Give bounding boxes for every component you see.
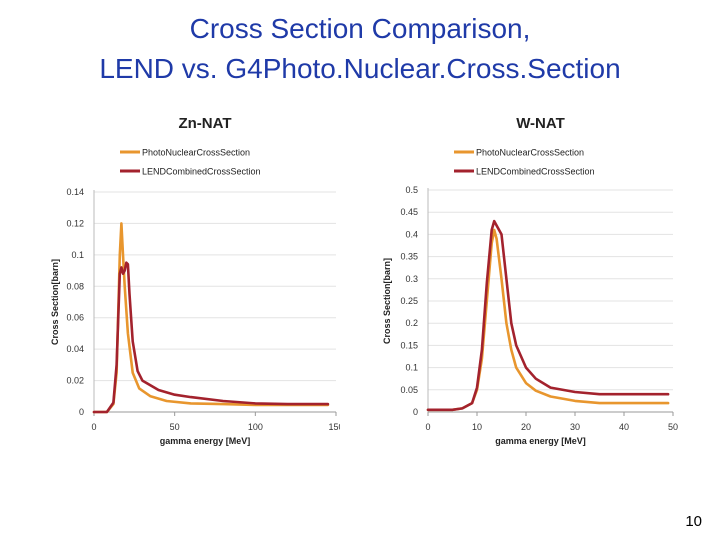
w-x-tick-label: 20 <box>521 422 531 432</box>
w-y-tick-label: 0.5 <box>405 185 418 195</box>
slide-title-line-2: LEND vs. G4Photo.Nuclear.Cross.Section <box>99 53 621 84</box>
w-y-tick-label: 0.35 <box>400 252 418 262</box>
w-legend-label-1: PhotoNuclearCrossSection <box>476 148 584 158</box>
w-y-tick-label: 0.25 <box>400 296 418 306</box>
zn-y-tick-label: 0.02 <box>66 376 84 386</box>
w-y-tick-label: 0.2 <box>405 318 418 328</box>
zn-y-tick-label: 0.06 <box>66 313 84 323</box>
zn-nat-chart: Zn-NAT PhotoNuclearCrossSection LENDCombin… <box>50 115 340 446</box>
w-y-tick-label: 0.3 <box>405 274 418 284</box>
slide-title-line-1: Cross Section Comparison, <box>189 13 531 44</box>
zn-y-axis-label: Cross Section[barn] <box>50 259 60 345</box>
zn-x-tick-label: 100 <box>248 422 263 432</box>
w-chart-title: W-NAT <box>516 115 565 132</box>
w-x-tick-label: 10 <box>472 422 482 432</box>
zn-legend-label-1: PhotoNuclearCrossSection <box>142 148 250 158</box>
w-nat-chart: W-NAT PhotoNuclearCrossSection LENDCombine… <box>382 115 678 446</box>
zn-y-tick-label: 0.12 <box>66 218 84 228</box>
zn-y-tick-label: 0.04 <box>66 344 84 354</box>
w-x-tick-label: 0 <box>425 422 430 432</box>
zn-series-line-lend <box>92 261 330 414</box>
w-y-tick-label: 0.1 <box>405 363 418 373</box>
w-x-tick-label: 40 <box>619 422 629 432</box>
zn-chart-title: Zn-NAT <box>178 115 231 132</box>
w-legend-label-2: LENDCombinedCrossSection <box>476 167 595 177</box>
w-x-tick-label: 30 <box>570 422 580 432</box>
zn-x-tick-label: 50 <box>170 422 180 432</box>
zn-x-tick-label: 150 <box>328 422 340 432</box>
w-y-tick-label: 0.4 <box>405 229 418 239</box>
w-y-tick-label: 0.05 <box>400 385 418 395</box>
zn-x-axis-label: gamma energy [MeV] <box>160 436 251 446</box>
w-y-axis-label: Cross Section[barn] <box>382 258 392 344</box>
zn-legend-label-2: LENDCombinedCrossSection <box>142 167 261 177</box>
w-x-axis-label: gamma energy [MeV] <box>495 436 586 446</box>
w-series-line-lend <box>426 219 670 412</box>
w-y-tick-label: 0.45 <box>400 207 418 217</box>
zn-y-tick-label: 0.1 <box>71 250 84 260</box>
w-y-tick-label: 0 <box>413 407 418 417</box>
zn-y-tick-label: 0 <box>79 407 84 417</box>
zn-y-tick-label: 0.08 <box>66 281 84 291</box>
zn-y-tick-label: 0.14 <box>66 187 84 197</box>
zn-x-tick-label: 0 <box>91 422 96 432</box>
w-x-tick-label: 50 <box>668 422 678 432</box>
w-y-tick-label: 0.15 <box>400 340 418 350</box>
page-number: 10 <box>685 513 702 530</box>
